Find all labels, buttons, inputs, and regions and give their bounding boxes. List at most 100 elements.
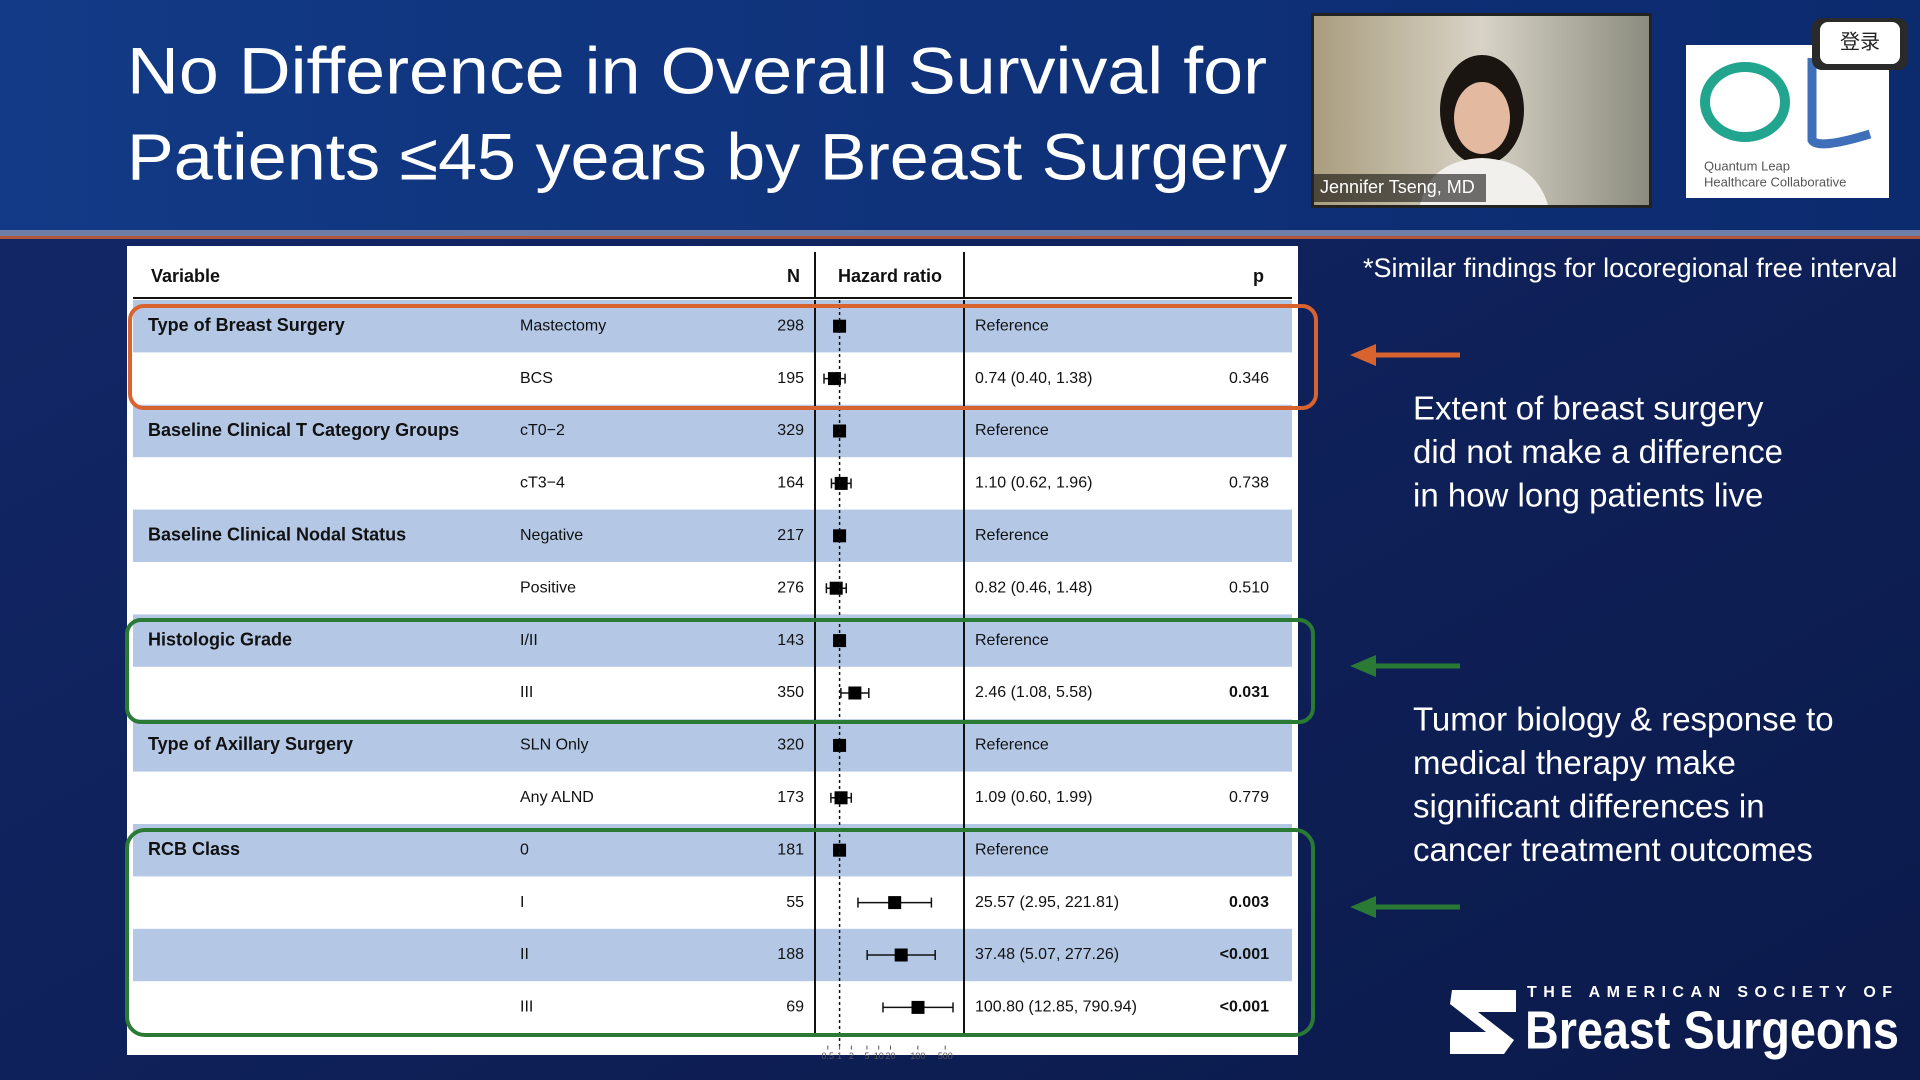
- hr-point: [834, 476, 848, 490]
- n-value: 350: [777, 684, 804, 701]
- hr-point: [829, 581, 843, 595]
- level-label: III: [520, 999, 533, 1016]
- row-stripe: [133, 300, 1292, 353]
- note-line: in how long patients live: [1413, 477, 1763, 514]
- login-button[interactable]: 登录: [1812, 18, 1908, 70]
- note-line: significant differences in: [1413, 788, 1765, 825]
- n-value: 55: [786, 894, 804, 911]
- level-label: II: [520, 946, 529, 963]
- level-label: Any ALND: [520, 789, 594, 806]
- level-label: Mastectomy: [520, 317, 606, 334]
- hr-text: 0.74 (0.40, 1.38): [975, 370, 1092, 387]
- hr-text: Reference: [975, 737, 1049, 754]
- hr-point: [833, 843, 847, 857]
- level-label: Negative: [520, 527, 583, 544]
- logo-l: [1807, 58, 1872, 149]
- x-tick-label: 2: [849, 1051, 854, 1061]
- p-value: <0.001: [1220, 946, 1269, 963]
- column-header: Hazard ratio: [838, 266, 942, 286]
- x-tick-label: 100: [910, 1051, 925, 1061]
- title-line: Patients ≤45 years by Breast Surgery: [127, 119, 1287, 193]
- video-tile: Jennifer Tseng, MD: [1311, 13, 1652, 208]
- p-value: 0.510: [1229, 579, 1269, 596]
- x-tick-label: 0.5: [822, 1051, 835, 1061]
- p-value: 0.031: [1229, 684, 1269, 701]
- login-label[interactable]: 登录: [1840, 30, 1880, 53]
- n-value: 329: [777, 422, 804, 439]
- n-value: 298: [777, 317, 804, 334]
- n-value: 69: [786, 999, 804, 1016]
- hr-text: Reference: [975, 317, 1049, 334]
- arrow: [1350, 896, 1460, 918]
- hr-text: Reference: [975, 632, 1049, 649]
- hr-point: [911, 1000, 925, 1014]
- hr-text: 1.10 (0.62, 1.96): [975, 475, 1092, 492]
- row-stripe: [133, 824, 1292, 877]
- x-tick-label: 1: [837, 1051, 842, 1061]
- hr-text: 2.46 (1.08, 5.58): [975, 684, 1092, 701]
- n-value: 188: [777, 946, 804, 963]
- hr-point: [888, 896, 902, 910]
- highlight-box: [125, 618, 1315, 724]
- level-label: cT0−2: [520, 422, 565, 439]
- highlight-box: [128, 304, 1318, 410]
- hr-point: [833, 634, 847, 648]
- hr-text: 0.82 (0.46, 1.48): [975, 579, 1092, 596]
- n-value: 143: [777, 632, 804, 649]
- hr-point: [833, 424, 847, 438]
- row-stripe: [133, 719, 1292, 772]
- note-line: did not make a difference: [1413, 433, 1783, 470]
- hr-point: [827, 372, 841, 386]
- n-value: 276: [777, 579, 804, 596]
- note-line: Tumor biology & response to: [1413, 701, 1834, 738]
- p-value: 0.738: [1229, 475, 1269, 492]
- p-value: 0.346: [1229, 370, 1269, 387]
- logo-q: [1700, 62, 1790, 142]
- note-line: medical therapy make: [1413, 744, 1736, 781]
- level-label: III: [520, 684, 533, 701]
- group-label: Histologic Grade: [148, 629, 292, 649]
- logo: Quantum Leap Healthcare Collaborative: [1686, 45, 1889, 198]
- login-button-face[interactable]: [1820, 22, 1900, 64]
- level-label: I/II: [520, 632, 538, 649]
- logo-text: Quantum Leap: [1704, 158, 1790, 173]
- arrow: [1350, 655, 1460, 677]
- row-stripe: [133, 509, 1292, 562]
- level-label: SLN Only: [520, 737, 588, 754]
- group-label: Baseline Clinical T Category Groups: [148, 420, 459, 440]
- header-rule: [0, 230, 1920, 236]
- x-tick-label: 10: [874, 1051, 884, 1061]
- column-header: p: [1253, 266, 1264, 286]
- x-tick-label: 20: [885, 1051, 895, 1061]
- title-line: No Difference in Overall Survival for: [127, 33, 1267, 107]
- level-label: BCS: [520, 370, 553, 387]
- hr-text: Reference: [975, 841, 1049, 858]
- n-value: 164: [777, 475, 804, 492]
- highlight-box: [125, 828, 1315, 1037]
- note-line: Extent of breast surgery: [1413, 390, 1764, 427]
- n-value: 173: [777, 789, 804, 806]
- level-label: 0: [520, 841, 529, 858]
- hr-point: [834, 791, 848, 805]
- name-tag: [1314, 174, 1486, 202]
- hr-text: 25.57 (2.95, 221.81): [975, 894, 1119, 911]
- row-stripe: [133, 614, 1292, 667]
- row-stripe: [133, 404, 1292, 458]
- group-label: Type of Breast Surgery: [148, 315, 345, 335]
- n-value: 217: [777, 527, 804, 544]
- society-logo: THE AMERICAN SOCIETY OF Breast Surgeons: [1450, 984, 1899, 1060]
- level-label: cT3−4: [520, 475, 565, 492]
- column-header: N: [787, 266, 800, 286]
- p-value: 0.003: [1229, 894, 1269, 911]
- level-label: I: [520, 894, 524, 911]
- presenter-name: Jennifer Tseng, MD: [1320, 177, 1475, 197]
- person-face: [1454, 82, 1510, 154]
- society-line: THE AMERICAN SOCIETY OF: [1527, 984, 1899, 1001]
- hr-text: Reference: [975, 527, 1049, 544]
- hr-point: [848, 686, 862, 700]
- note-line: cancer treatment outcomes: [1413, 831, 1813, 868]
- hr-point: [894, 948, 908, 962]
- header-rule-accent: [0, 236, 1920, 239]
- level-label: Positive: [520, 579, 576, 596]
- hr-text: 1.09 (0.60, 1.99): [975, 789, 1092, 806]
